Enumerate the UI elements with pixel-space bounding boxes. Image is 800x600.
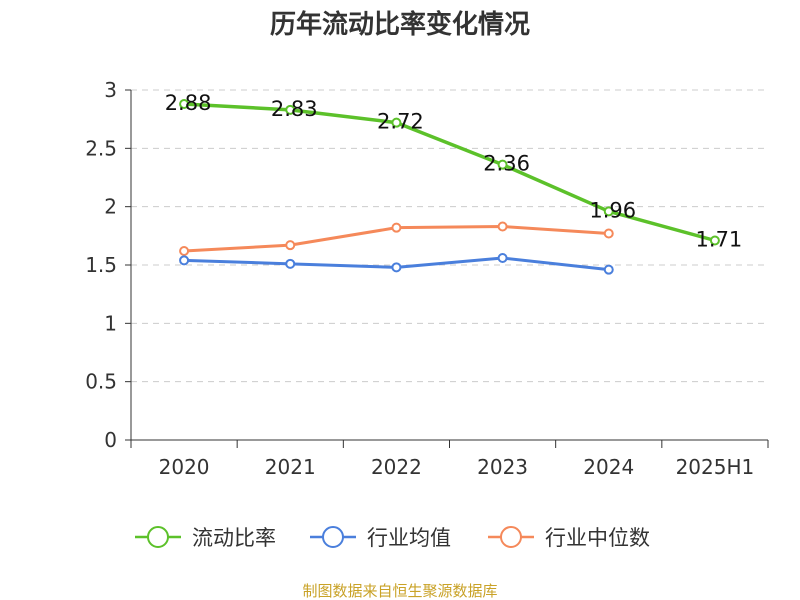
data-point (179, 255, 190, 266)
legend-label: 行业均值 (367, 526, 451, 550)
data-label: 1.71 (696, 228, 743, 252)
series-lines (179, 99, 720, 275)
x-tick-label: 2021 (265, 455, 316, 479)
legend-marker (322, 526, 344, 548)
data-point (285, 240, 296, 251)
legend-item[interactable]: 流动比率 (135, 526, 276, 550)
data-point (603, 228, 614, 239)
y-tick-label: 3 (104, 78, 117, 102)
y-tick-label: 0 (104, 428, 117, 452)
source-note: 制图数据来自恒生聚源数据库 (302, 582, 497, 600)
data-point (603, 264, 614, 275)
data-label: 2.72 (377, 110, 424, 134)
y-tick-label: 1.5 (85, 253, 117, 277)
y-tick-label: 1 (104, 311, 117, 335)
legend-marker (500, 526, 522, 548)
legend-label: 流动比率 (192, 526, 276, 550)
data-point (391, 222, 402, 233)
x-tick-label: 2025H1 (676, 455, 755, 479)
data-point (603, 206, 614, 217)
y-tick-label: 0.5 (85, 370, 117, 394)
data-label: 2.36 (483, 152, 530, 176)
data-point (285, 258, 296, 269)
legend: 流动比率 行业均值 行业中位数 (135, 526, 650, 550)
legend-item[interactable]: 行业中位数 (488, 526, 650, 550)
y-tick-label: 2 (104, 195, 117, 219)
axes: 0 0.5 1 1.5 2 2.5 3 2020 2021 2022 2023 2024 2025H1 (85, 78, 769, 479)
data-point (179, 246, 190, 256)
x-tick-label: 2024 (583, 455, 634, 479)
data-label: 1.96 (589, 198, 636, 222)
data-labels: 2.88 2.83 2.72 2.36 1.96 1.71 (165, 91, 743, 252)
x-tick-label: 2022 (371, 455, 422, 479)
x-tick-label: 2020 (159, 455, 210, 479)
data-point (497, 253, 508, 263)
data-label: 2.83 (271, 97, 318, 121)
gridlines (131, 89, 768, 383)
data-label: 2.88 (165, 91, 212, 115)
series-line (183, 102, 716, 243)
chart-title: 历年流动比率变化情况 (270, 9, 530, 40)
data-point (709, 235, 720, 246)
x-tick-label: 2023 (477, 455, 528, 479)
legend-marker (147, 526, 169, 548)
data-point (391, 117, 402, 128)
legend-item[interactable]: 行业均值 (310, 526, 451, 550)
data-point (391, 262, 402, 273)
legend-label: 行业中位数 (545, 526, 650, 550)
data-point (179, 99, 190, 109)
data-point (497, 159, 508, 170)
data-point (285, 104, 296, 115)
y-tick-label: 2.5 (85, 136, 117, 160)
data-point (497, 221, 508, 232)
